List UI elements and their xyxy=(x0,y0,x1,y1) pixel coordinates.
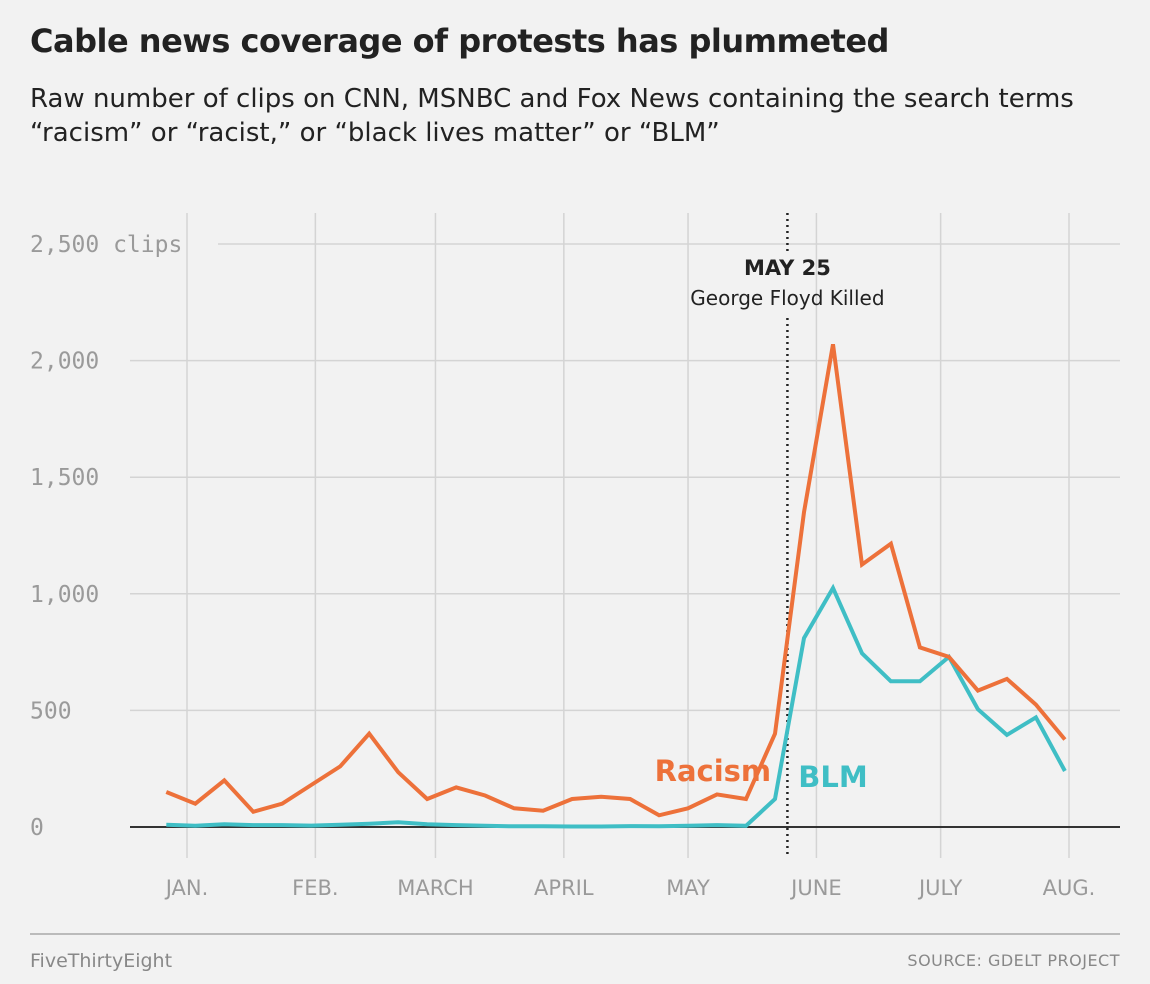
x-tick-label: JULY xyxy=(917,876,962,900)
series-label-racism: Racism xyxy=(655,754,772,788)
y-tick-label: 2,000 xyxy=(30,349,99,375)
x-tick-label: APRIL xyxy=(534,876,594,900)
series-label-blm: BLM xyxy=(798,760,867,794)
x-axis-tick-labels: JAN. FEB. MARCH APRIL MAY JUNE JULY AUG. xyxy=(164,876,1096,900)
y-tick-label: 1,000 xyxy=(30,582,99,608)
series-line-blm xyxy=(166,583,1067,829)
y-tick-label: 1,500 xyxy=(30,465,99,491)
vertical-gridlines xyxy=(186,213,1070,858)
source-note: SOURCE: GDELT PROJECT xyxy=(907,951,1120,970)
annotations: MAY 25 George Floyd Killed xyxy=(690,213,885,858)
x-tick-label: JUNE xyxy=(789,876,842,900)
x-tick-label: JAN. xyxy=(164,876,209,900)
chart-title: Cable news coverage of protests has plum… xyxy=(30,22,889,60)
x-tick-label: MAY xyxy=(666,876,710,900)
x-tick-label: MARCH xyxy=(397,876,473,900)
line-chart: 0 500 1,000 1,500 2,000 2,500 clips JAN. FEB. M… xyxy=(30,213,1120,900)
y-axis-tick-labels: 0 500 1,000 1,500 2,000 2,500 clips xyxy=(30,232,182,841)
event-description: George Floyd Killed xyxy=(690,286,884,310)
series-labels: Racism BLM xyxy=(655,754,868,794)
footer-divider xyxy=(30,933,1120,935)
x-tick-label: AUG. xyxy=(1043,876,1096,900)
y-tick-label: 2,500 clips xyxy=(30,232,182,258)
y-tick-label: 500 xyxy=(30,698,72,724)
y-tick-label: 0 xyxy=(30,815,44,841)
series-line-racism xyxy=(165,343,1067,818)
brand-logo-text: FiveThirtyEight xyxy=(30,950,173,972)
series-lines xyxy=(165,343,1067,829)
horizontal-gridlines xyxy=(130,243,1120,712)
event-date-label: MAY 25 xyxy=(744,256,831,280)
x-tick-label: FEB. xyxy=(292,876,338,900)
chart-subtitle: Raw number of clips on CNN, MSNBC and Fo… xyxy=(30,84,1074,148)
